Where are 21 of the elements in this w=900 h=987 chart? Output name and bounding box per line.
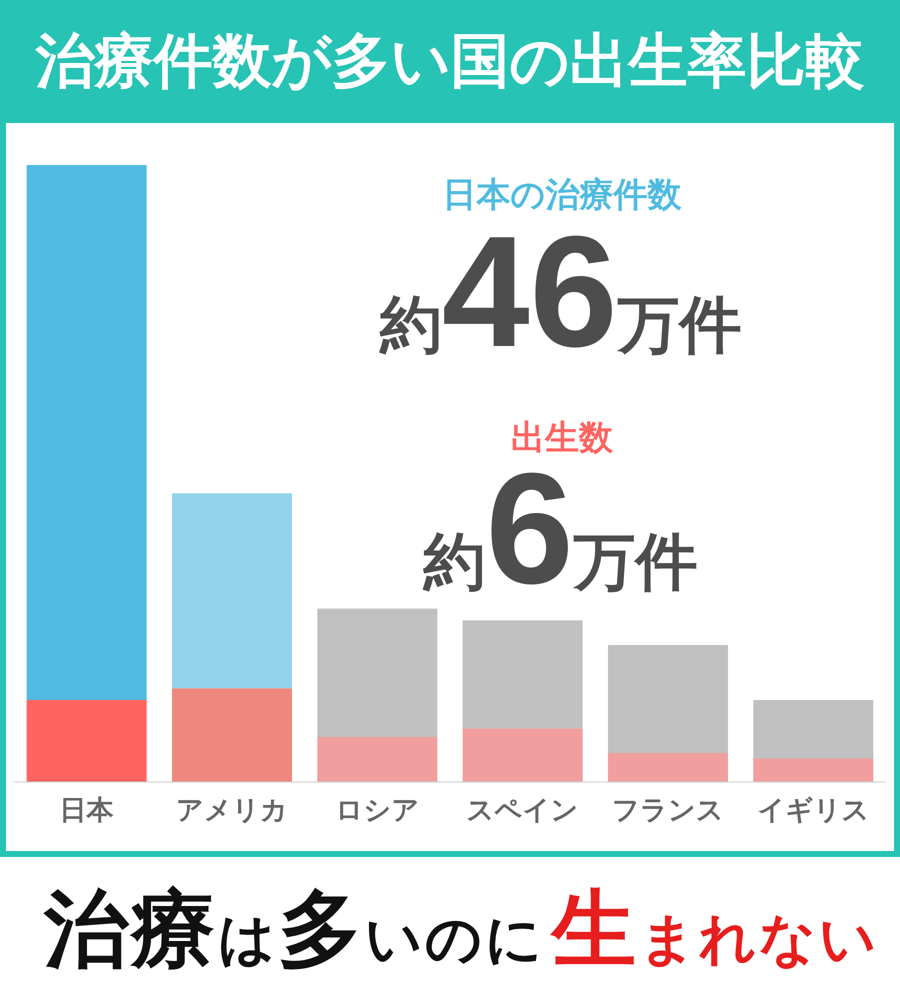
bar <box>753 758 874 782</box>
chart-title: 治療件数が多い国の出生率比較 <box>36 28 864 94</box>
text: 生まれない <box>549 884 879 977</box>
bar <box>26 165 147 700</box>
x-tick-label: 日本 <box>60 795 115 826</box>
text: 治療は多いのに <box>43 884 545 977</box>
x-tick-label: ロシア <box>335 795 420 826</box>
bar <box>172 493 292 688</box>
bar <box>317 736 438 782</box>
x-tick-label: アメリカ <box>176 795 288 826</box>
bar <box>26 700 147 782</box>
bar <box>462 620 583 728</box>
bar <box>172 688 292 782</box>
bar <box>462 728 583 782</box>
bar <box>608 645 728 753</box>
bar <box>317 608 438 737</box>
x-tick-label: イギリス <box>757 795 870 826</box>
bar <box>608 753 728 782</box>
bar <box>753 700 874 759</box>
x-tick-label: スペイン <box>466 795 579 826</box>
x-tick-label: フランス <box>612 795 724 826</box>
